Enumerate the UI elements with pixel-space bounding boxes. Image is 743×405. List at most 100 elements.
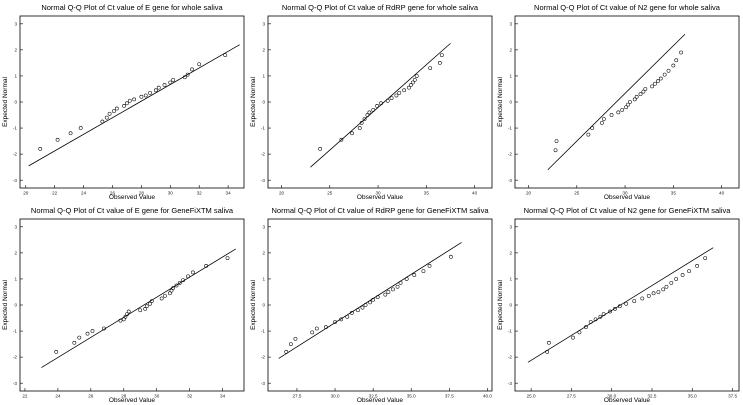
data-point: [577, 330, 582, 335]
y-tick-label: 2: [14, 250, 17, 255]
x-tick-label: 25.0: [527, 394, 536, 399]
y-tick-label: 1: [14, 74, 17, 79]
qq-plot-svg: Normal Q-Q Plot of Ct value of N2 gene f…: [497, 206, 740, 404]
y-tick-label: -1: [508, 126, 513, 131]
data-point: [359, 120, 364, 125]
y-tick-label: 0: [262, 100, 265, 105]
x-axis-label: Observed Value: [357, 194, 404, 201]
y-tick-label: 3: [14, 224, 17, 229]
data-point: [687, 269, 691, 273]
data-point: [163, 294, 167, 298]
data-point: [640, 296, 645, 301]
data-point: [412, 273, 417, 277]
data-point: [123, 314, 128, 319]
data-point: [314, 326, 319, 331]
data-point: [669, 280, 674, 285]
data-point: [148, 301, 152, 306]
data-point: [169, 288, 174, 293]
x-axis-label: Observed Value: [604, 397, 651, 404]
reference-line: [41, 248, 236, 368]
data-point: [77, 335, 82, 340]
y-axis-label: Expected Normal: [497, 280, 504, 330]
data-point: [389, 96, 394, 100]
plot-frame: [514, 15, 740, 189]
y-tick-label: -2: [261, 355, 266, 360]
y-tick-label: -2: [261, 152, 266, 157]
data-point: [125, 312, 129, 316]
data-point: [365, 113, 370, 117]
y-tick-label: -3: [261, 178, 266, 183]
data-point: [121, 317, 126, 322]
y-tick-label: 2: [509, 47, 512, 52]
data-point: [398, 280, 403, 285]
data-point: [191, 270, 195, 275]
x-tick-label: 26: [110, 191, 116, 196]
y-tick-label: 2: [262, 47, 265, 52]
data-point: [641, 89, 646, 94]
data-point: [653, 81, 657, 86]
y-tick-label: 1: [509, 277, 512, 282]
data-point: [545, 350, 550, 354]
data-point: [125, 101, 129, 106]
y-tick-label: 1: [509, 74, 512, 79]
data-point: [662, 72, 667, 77]
data-point: [284, 350, 289, 354]
data-point: [156, 85, 161, 90]
x-tick-label: 34: [220, 394, 226, 399]
data-point: [127, 98, 132, 103]
data-point: [626, 102, 630, 107]
data-point: [620, 107, 625, 112]
data-point: [171, 286, 176, 290]
data-point: [185, 72, 190, 77]
data-point: [598, 314, 603, 319]
data-point: [646, 294, 651, 298]
data-point: [293, 337, 298, 341]
data-point: [437, 61, 442, 65]
data-point: [624, 105, 628, 110]
data-point: [182, 75, 187, 80]
x-tick-label: 32: [187, 394, 193, 399]
x-tick-label: 30.0: [331, 394, 340, 399]
plot-title: Normal Q-Q Plot of Ct value of E gene fo…: [41, 3, 223, 12]
data-point: [634, 94, 639, 99]
plot-title: Normal Q-Q Plot of Ct value of RdRP gene…: [271, 206, 489, 215]
data-point: [333, 320, 337, 324]
qq-plot-svg: Normal Q-Q Plot of Ct value of E gene fo…: [2, 206, 245, 404]
x-tick-label: 35: [671, 191, 677, 196]
y-tick-label: 3: [262, 224, 265, 229]
data-point: [601, 312, 606, 316]
y-tick-label: -3: [13, 178, 18, 183]
qq-plot-panel-2: Normal Q-Q Plot of Ct value of RdRP gene…: [248, 0, 496, 202]
data-point: [357, 126, 362, 130]
data-point: [85, 331, 90, 336]
data-point: [402, 88, 407, 93]
y-tick-label: -1: [13, 126, 18, 131]
y-tick-label: 1: [262, 277, 265, 282]
plot-title: Normal Q-Q Plot of Ct value of N2 gene f…: [534, 3, 721, 12]
y-tick-label: 1: [262, 74, 265, 79]
data-point: [143, 307, 148, 311]
data-point: [427, 264, 432, 268]
data-point: [609, 113, 614, 117]
y-tick-label: -3: [508, 178, 513, 183]
data-point: [153, 88, 158, 93]
data-point: [383, 292, 388, 297]
data-point: [362, 117, 367, 121]
data-point: [349, 310, 354, 315]
data-point: [404, 277, 409, 281]
y-tick-label: -2: [508, 152, 513, 157]
plot-frame: [19, 218, 245, 392]
data-point: [391, 287, 395, 292]
data-point: [38, 147, 43, 151]
x-tick-label: 35.0: [688, 394, 697, 399]
data-point: [601, 117, 606, 121]
plot-title: Normal Q-Q Plot of Ct value of RdRP gene…: [282, 3, 479, 12]
data-point: [122, 104, 126, 108]
y-tick-label: -1: [508, 329, 513, 334]
y-tick-label: 3: [14, 21, 17, 26]
data-point: [628, 100, 632, 104]
x-tick-label: 40: [472, 191, 478, 196]
qq-plot-panel-6: Normal Q-Q Plot of Ct value of N2 gene f…: [495, 203, 743, 405]
data-point: [144, 304, 149, 309]
